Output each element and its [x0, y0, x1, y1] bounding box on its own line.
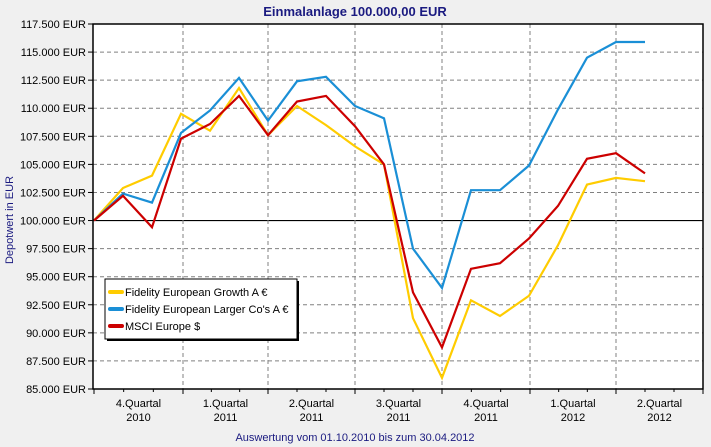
x-tick-label: 2.Quartal: [637, 398, 682, 410]
y-axis: 117.500 EUR 115.000 EUR 112.500 EUR 110.000…: [20, 19, 93, 396]
chart-title: Einmalanlage 100.000,00 EUR: [263, 4, 447, 19]
x-tick-label-year: 2012: [647, 412, 671, 424]
series-line-2: [93, 94, 646, 351]
y-tick-label: 117.500 EUR: [21, 19, 86, 31]
y-axis-label: Depotwert in EUR: [4, 176, 16, 264]
y-tick-label: 107.500 EUR: [20, 131, 86, 143]
x-tick-label-year: 2012: [561, 412, 585, 424]
x-tick-label: 1.Quartal: [203, 398, 248, 410]
x-axis-label: Auswertung vom 01.10.2010 bis zum 30.04.…: [235, 432, 474, 444]
y-tick-label: 105.000 EUR: [20, 159, 86, 171]
y-tick-label: 97.500 EUR: [26, 244, 86, 256]
y-tick-label: 102.500 EUR: [20, 187, 86, 199]
x-tick-label-year: 2011: [300, 412, 324, 424]
x-tick-label-year: 2011: [474, 412, 498, 424]
x-tick-label-year: 2011: [214, 412, 238, 424]
x-axis: 4.Quartal 2010 1.Quartal 2011 2.Quartal 2011 3…: [93, 389, 704, 424]
x-tick-label: 4.Quartal: [116, 398, 161, 410]
y-tick-label: 100.000 EUR: [20, 216, 86, 228]
y-tick-label: 87.500 EUR: [26, 356, 86, 368]
y-tick-label: 112.500 EUR: [21, 75, 86, 87]
legend-label: Fidelity European Growth A €: [125, 287, 267, 299]
series-group: [93, 40, 646, 381]
plot-frame: [92, 23, 704, 390]
legend-label: Fidelity European Larger Co's A €: [125, 304, 289, 316]
y-tick-label: 90.000 EUR: [26, 328, 86, 340]
x-tick-label: 1.Quartal: [550, 398, 595, 410]
x-tick-label: 4.Quartal: [463, 398, 508, 410]
x-tick-label: 2.Quartal: [289, 398, 334, 410]
legend-label: MSCI Europe $: [125, 321, 200, 333]
series-line-1: [93, 40, 645, 291]
y-tick-label: 92.500 EUR: [26, 300, 86, 312]
y-tick-label: 85.000 EUR: [26, 384, 86, 396]
series-line-0: [93, 85, 646, 381]
x-tick-label: 3.Quartal: [376, 398, 421, 410]
y-tick-label: 110.000 EUR: [21, 103, 86, 115]
y-tick-label: 115.000 EUR: [21, 47, 86, 59]
legend-box: [104, 278, 298, 340]
x-tick-label-year: 2011: [387, 412, 411, 424]
legend: Fidelity European Growth A € Fidelity Eur…: [104, 278, 299, 341]
y-tick-label: 95.000 EUR: [26, 272, 86, 284]
x-tick-label-year: 2010: [126, 412, 150, 424]
